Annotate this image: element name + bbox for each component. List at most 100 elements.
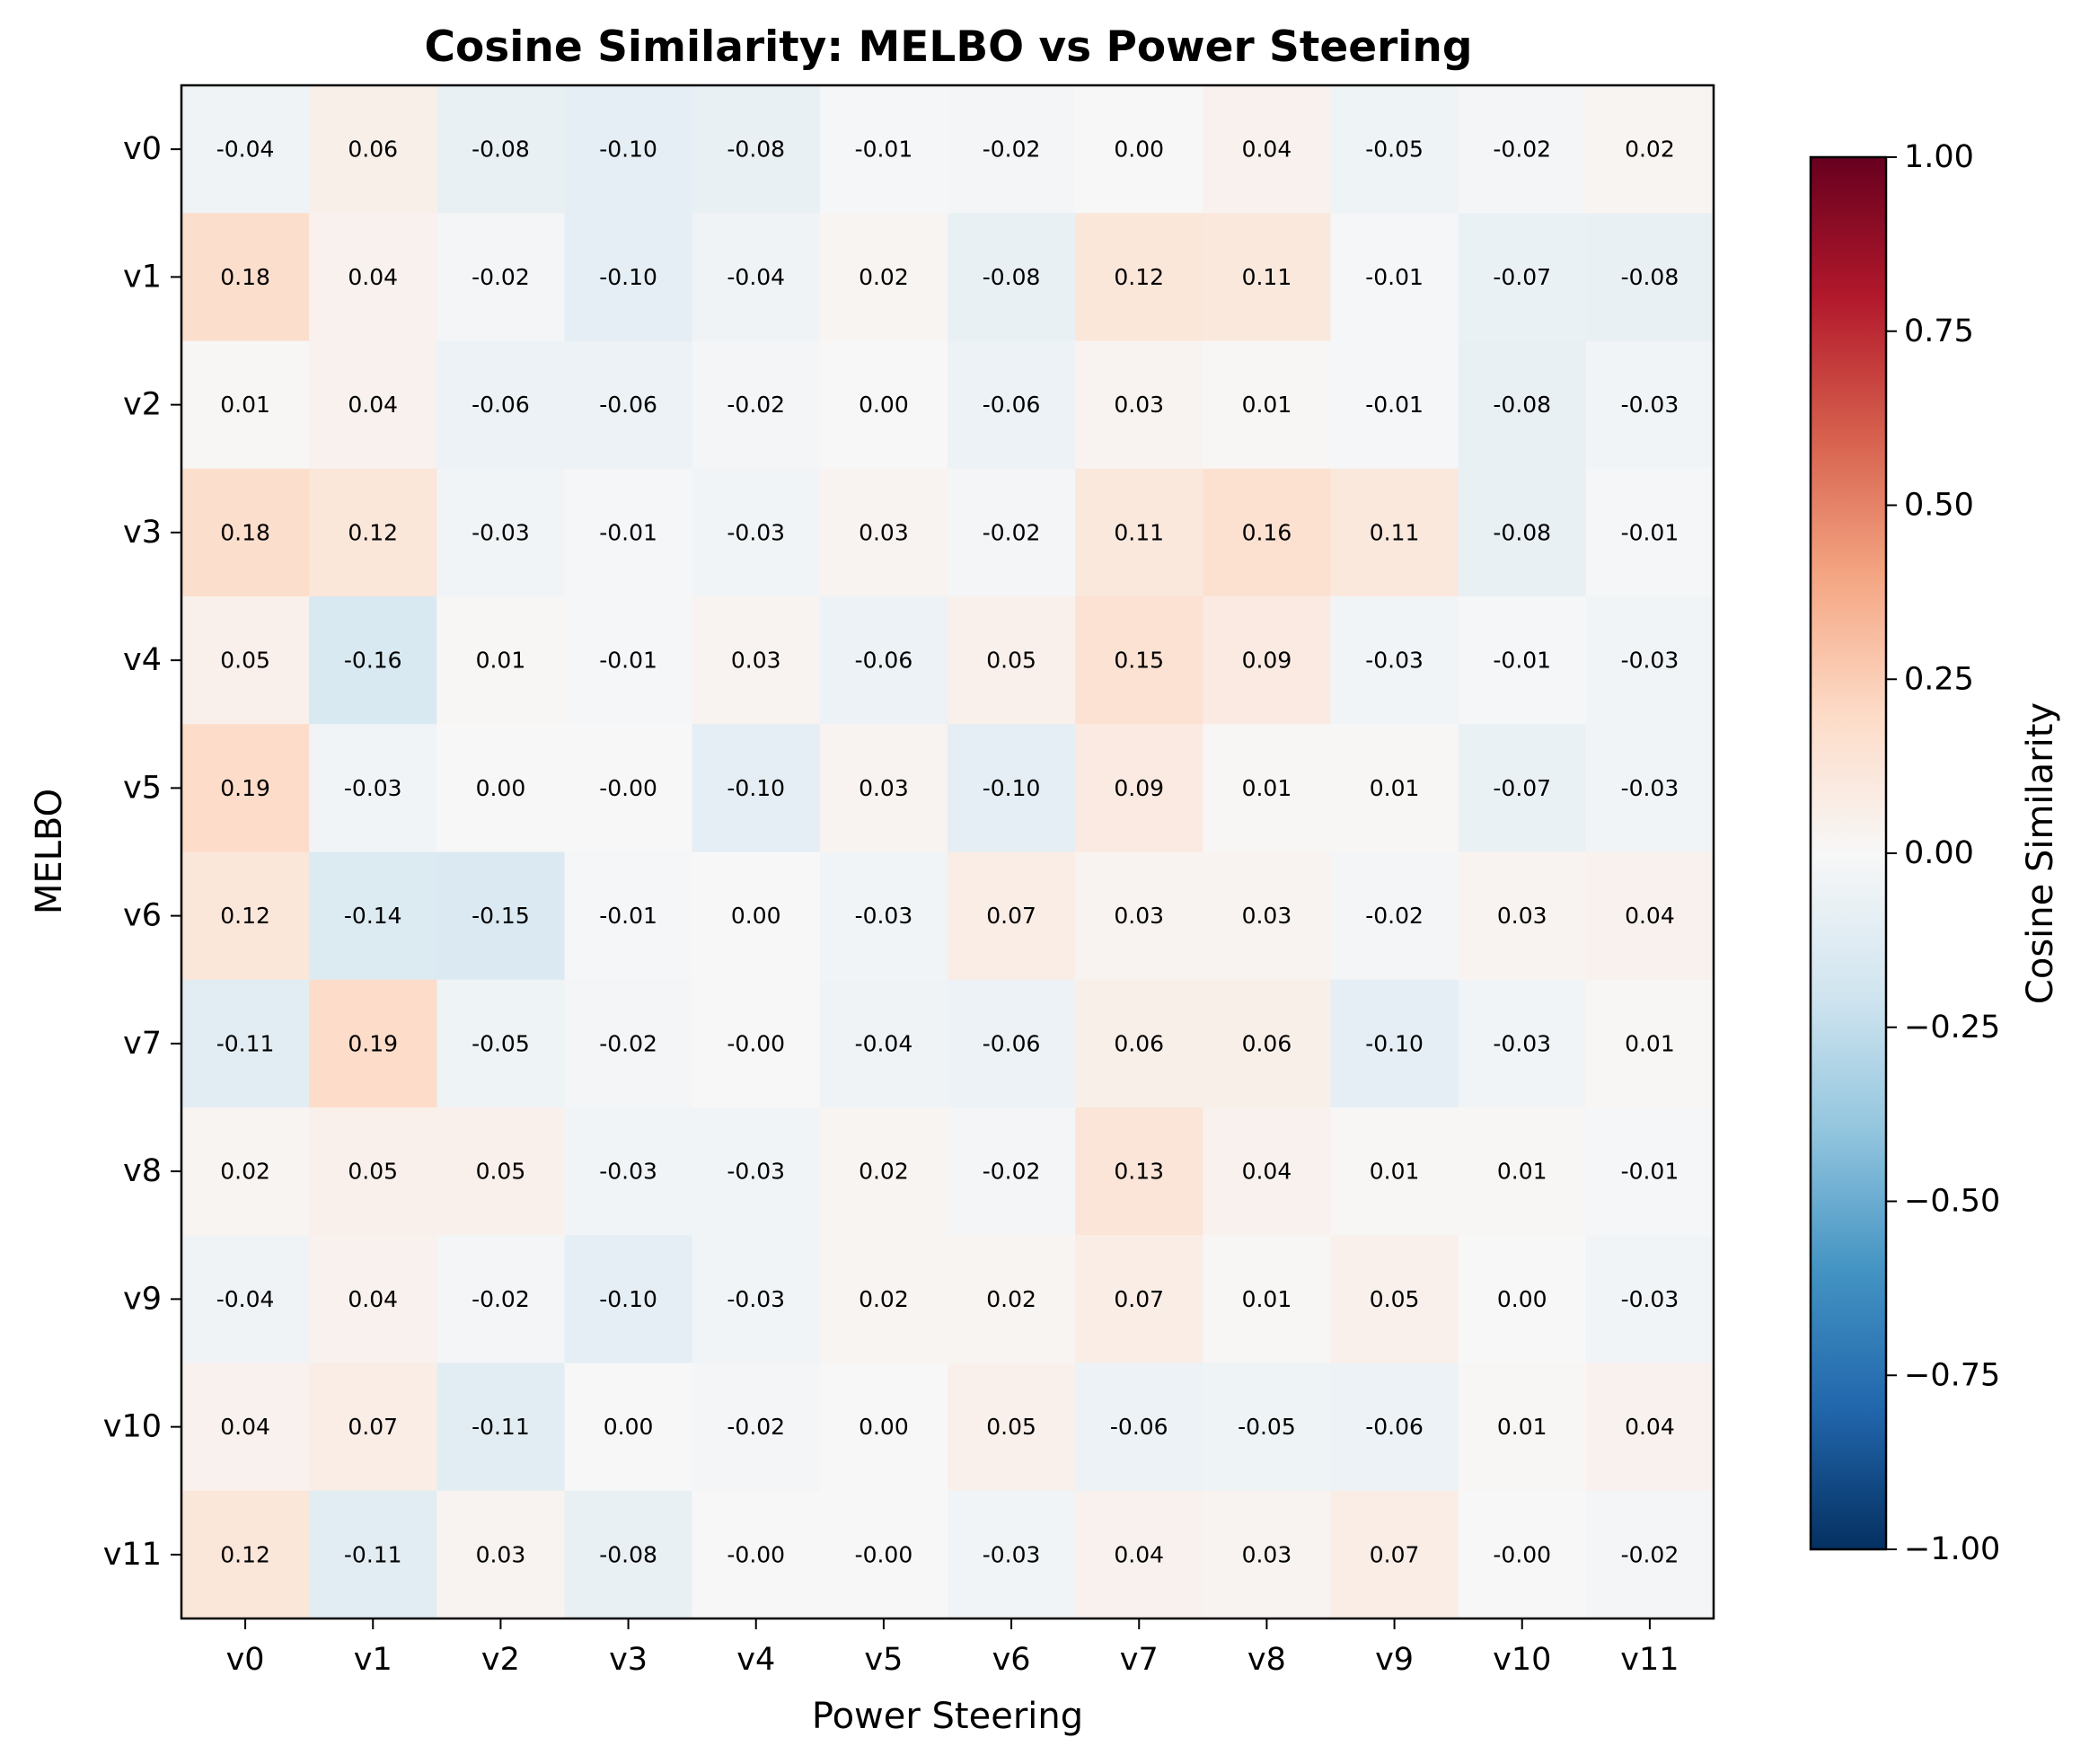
heatmap-cell bbox=[1075, 1490, 1203, 1619]
cell-value-label: -0.06 bbox=[599, 392, 657, 418]
x-axis-ticks: v0 v1 v2 v3 v4 v5 v6 v7 v8 v9 v10 v11 bbox=[226, 1618, 1679, 1678]
cell-value-label: -0.01 bbox=[599, 648, 657, 674]
cell-value-label: 0.05 bbox=[986, 1414, 1036, 1440]
heatmap-cell bbox=[948, 468, 1076, 597]
cell-value-label: 0.01 bbox=[1497, 1159, 1547, 1185]
heatmap-cell bbox=[819, 1363, 948, 1492]
cell-value-label: -0.04 bbox=[216, 137, 275, 163]
cell-value-label: 0.05 bbox=[986, 648, 1036, 674]
heatmap-cell bbox=[1203, 596, 1332, 725]
y-tick-label: v0 bbox=[123, 131, 162, 167]
heatmap-cell bbox=[564, 1107, 693, 1236]
cell-value-label: 0.00 bbox=[476, 775, 526, 801]
x-axis-label: Power Steering bbox=[812, 1696, 1083, 1737]
heatmap-cell bbox=[1075, 1235, 1203, 1364]
colorbar-label: Cosine Similarity bbox=[2020, 702, 2061, 1004]
heatmap-cell bbox=[564, 1235, 693, 1364]
cell-value-label: 0.01 bbox=[1242, 1286, 1292, 1312]
heatmap-cell bbox=[819, 724, 948, 853]
cell-value-label: -0.11 bbox=[216, 1030, 275, 1056]
heatmap-cell bbox=[564, 724, 693, 853]
heatmap-cell bbox=[1585, 1363, 1715, 1492]
heatmap-cell bbox=[948, 1363, 1076, 1492]
colorbar bbox=[1809, 155, 1888, 1551]
heatmap-cell bbox=[1458, 724, 1587, 853]
colorbar-tick-label: −0.25 bbox=[1904, 1010, 2000, 1045]
heatmap-cell bbox=[181, 1363, 310, 1492]
heatmap-cell bbox=[1458, 468, 1587, 597]
colorbar-tick-label: 0.00 bbox=[1904, 835, 1974, 871]
cell-value-label: 0.00 bbox=[859, 392, 909, 418]
heatmap-cell bbox=[1458, 1235, 1587, 1364]
heatmap-cell bbox=[948, 340, 1076, 470]
heatmap-cell bbox=[309, 1363, 437, 1492]
cell-value-label: 0.03 bbox=[1497, 903, 1547, 929]
x-tick-label: v1 bbox=[354, 1642, 392, 1678]
heatmap-cell bbox=[309, 85, 437, 214]
heatmap-cell bbox=[1585, 1107, 1715, 1236]
cell-value-label: 0.13 bbox=[1114, 1159, 1164, 1185]
heatmap-cell bbox=[1203, 1107, 1332, 1236]
heatmap-cell bbox=[1585, 851, 1715, 981]
heatmap-cell bbox=[181, 1490, 310, 1619]
heatmap-cell bbox=[564, 340, 693, 470]
cell-value-label: 0.18 bbox=[220, 264, 270, 290]
cell-value-label: 0.01 bbox=[1370, 775, 1420, 801]
cell-value-label: -0.10 bbox=[599, 1286, 657, 1312]
cell-value-label: -0.03 bbox=[727, 1159, 785, 1185]
cell-value-label: -0.04 bbox=[855, 1030, 913, 1056]
cell-value-label: -0.05 bbox=[472, 1030, 530, 1056]
heatmap-cell bbox=[436, 1235, 566, 1364]
cell-value-label: -0.03 bbox=[1621, 775, 1679, 801]
heatmap-cell bbox=[1458, 213, 1587, 342]
cell-value-label: 0.01 bbox=[1370, 1159, 1420, 1185]
heatmap-cell bbox=[692, 1490, 821, 1619]
cell-value-label: -0.03 bbox=[983, 1541, 1041, 1567]
heatmap-cell bbox=[1330, 1235, 1459, 1364]
cell-value-label: 0.00 bbox=[1114, 137, 1164, 163]
cell-value-label: -0.01 bbox=[1621, 1159, 1679, 1185]
heatmap-cell bbox=[1458, 85, 1587, 214]
cell-value-label: -0.06 bbox=[472, 392, 530, 418]
cell-value-label: 0.03 bbox=[1114, 903, 1164, 929]
y-tick-label: v10 bbox=[103, 1409, 162, 1445]
heatmap-cell bbox=[948, 851, 1076, 981]
heatmap-cell bbox=[564, 596, 693, 725]
x-tick-label: v11 bbox=[1620, 1642, 1679, 1678]
x-tick-label: v8 bbox=[1247, 1642, 1286, 1678]
cell-value-label: 0.07 bbox=[1114, 1286, 1164, 1312]
heatmap-cell bbox=[1203, 340, 1332, 470]
cell-value-label: -0.02 bbox=[1493, 137, 1551, 163]
cell-value-label: -0.02 bbox=[983, 137, 1041, 163]
heatmap-cell bbox=[1330, 85, 1459, 214]
cell-value-label: -0.01 bbox=[1365, 264, 1424, 290]
heatmap-cell bbox=[692, 85, 821, 214]
cell-value-label: -0.02 bbox=[1621, 1541, 1679, 1567]
heatmap-cell bbox=[309, 851, 437, 981]
heatmap-cell bbox=[1458, 851, 1587, 981]
cell-value-label: -0.10 bbox=[727, 775, 785, 801]
x-tick-label: v6 bbox=[992, 1642, 1031, 1678]
cell-value-label: -0.02 bbox=[727, 392, 785, 418]
y-axis-label: MELBO bbox=[29, 789, 70, 914]
cell-value-label: -0.05 bbox=[1238, 1414, 1296, 1440]
heatmap-cell bbox=[819, 213, 948, 342]
cell-value-label: 0.05 bbox=[476, 1159, 526, 1185]
cell-value-label: -0.01 bbox=[599, 903, 657, 929]
cell-value-label: 0.06 bbox=[1114, 1030, 1164, 1056]
heatmap-cell bbox=[309, 596, 437, 725]
cell-value-label: 0.00 bbox=[1497, 1286, 1547, 1312]
cell-value-label: -0.02 bbox=[983, 519, 1041, 545]
heatmap-cell bbox=[1075, 851, 1203, 981]
y-tick-label: v9 bbox=[123, 1281, 162, 1317]
cell-value-label: 0.01 bbox=[476, 648, 526, 674]
cell-value-label: 0.02 bbox=[220, 1159, 270, 1185]
cell-value-label: -0.03 bbox=[1493, 1030, 1551, 1056]
heatmap-cell bbox=[1458, 1490, 1587, 1619]
heatmap-cell bbox=[692, 851, 821, 981]
heatmap-cell bbox=[1075, 1107, 1203, 1236]
x-tick-label: v7 bbox=[1120, 1642, 1159, 1678]
x-tick-label: v0 bbox=[226, 1642, 265, 1678]
heatmap-cell bbox=[819, 979, 948, 1108]
cell-value-label: 0.09 bbox=[1242, 648, 1292, 674]
